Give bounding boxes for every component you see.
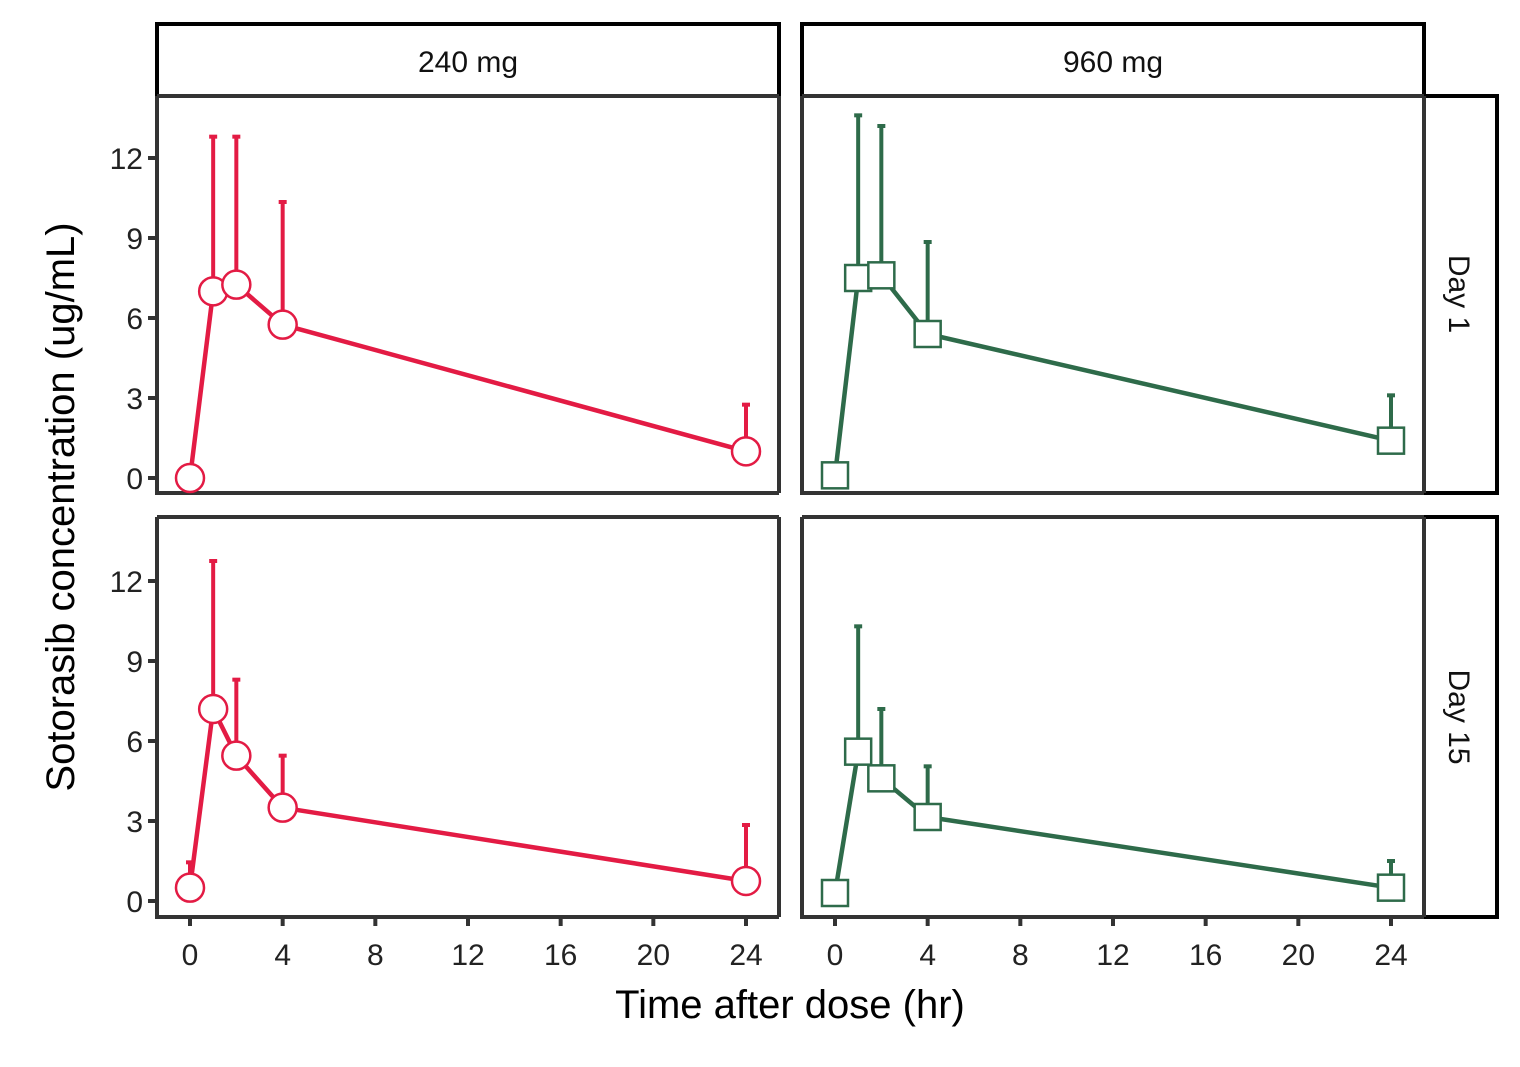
data-point	[843, 263, 873, 293]
data-point	[267, 792, 298, 823]
x-tick-label: 0	[827, 939, 844, 972]
x-axis-240mg: 0 4 8 12 16 20 24	[182, 917, 763, 972]
panel-background	[802, 96, 1424, 493]
panel-background	[157, 96, 779, 493]
strip-label-240mg: 240 mg	[418, 46, 518, 79]
data-point	[913, 319, 942, 349]
x-tick-label: 24	[729, 939, 762, 972]
x-tick-label: 4	[274, 939, 291, 972]
data-point	[1376, 873, 1406, 902]
x-tick-label: 12	[451, 939, 484, 972]
data-point	[221, 740, 252, 771]
data-point	[174, 872, 206, 903]
y-tick-label: 12	[110, 566, 143, 599]
strip-label-960mg: 960 mg	[1063, 46, 1163, 79]
data-point	[174, 462, 206, 494]
x-tick-label: 8	[367, 939, 384, 972]
data-point	[1376, 426, 1406, 455]
x-tick-label: 16	[1189, 939, 1222, 972]
x-tick-label: 0	[182, 939, 199, 972]
y-axis-title: Sotorasib concentration (ug/mL)	[39, 222, 83, 791]
data-point	[221, 269, 252, 300]
panel-240mg-day15	[155, 515, 781, 919]
y-tick-label: 9	[126, 646, 143, 679]
panel-960mg-day15	[800, 515, 1426, 919]
y-tick-label: 0	[126, 886, 143, 919]
x-tick-label: 20	[1282, 939, 1315, 972]
data-point	[913, 802, 942, 832]
data-point	[867, 764, 896, 793]
data-point	[820, 878, 850, 908]
x-tick-label: 4	[919, 939, 936, 972]
x-tick-label: 12	[1096, 939, 1129, 972]
strip-label-day15: Day 15	[1442, 669, 1475, 764]
x-tick-label: 24	[1374, 939, 1407, 972]
x-axis-title: Time after dose (hr)	[615, 983, 965, 1027]
y-tick-label: 9	[126, 223, 143, 256]
panel-240mg-day1	[155, 94, 781, 495]
row-strip-day15: Day 15	[1422, 515, 1499, 919]
x-tick-label: 16	[544, 939, 577, 972]
y-tick-label: 0	[126, 463, 143, 496]
data-point	[843, 737, 873, 766]
column-strip-240mg: 240 mg	[155, 22, 781, 98]
data-point	[730, 436, 762, 467]
y-tick-label: 3	[126, 806, 143, 839]
y-tick-label: 6	[126, 726, 143, 759]
data-point	[267, 309, 298, 340]
y-tick-label: 12	[110, 143, 143, 176]
x-axis-960mg: 0 4 8 12 16 20 24	[827, 917, 1408, 972]
x-tick-label: 8	[1012, 939, 1029, 972]
panel-background	[802, 517, 1424, 917]
data-point	[730, 865, 762, 897]
y-axis-day1: 0 3 6 9 12	[110, 143, 157, 496]
panel-960mg-day1	[800, 94, 1426, 495]
panel-background	[157, 517, 779, 917]
y-tick-label: 6	[126, 303, 143, 336]
y-tick-label: 3	[126, 383, 143, 416]
column-strip-960mg: 960 mg	[800, 22, 1426, 98]
x-tick-label: 20	[637, 939, 670, 972]
data-point	[820, 461, 850, 490]
data-point	[197, 693, 229, 725]
row-strip-day1: Day 1	[1422, 94, 1499, 495]
strip-label-day1: Day 1	[1442, 255, 1475, 333]
data-point	[867, 261, 896, 290]
y-axis-day15: 0 3 6 9 12	[110, 566, 157, 919]
